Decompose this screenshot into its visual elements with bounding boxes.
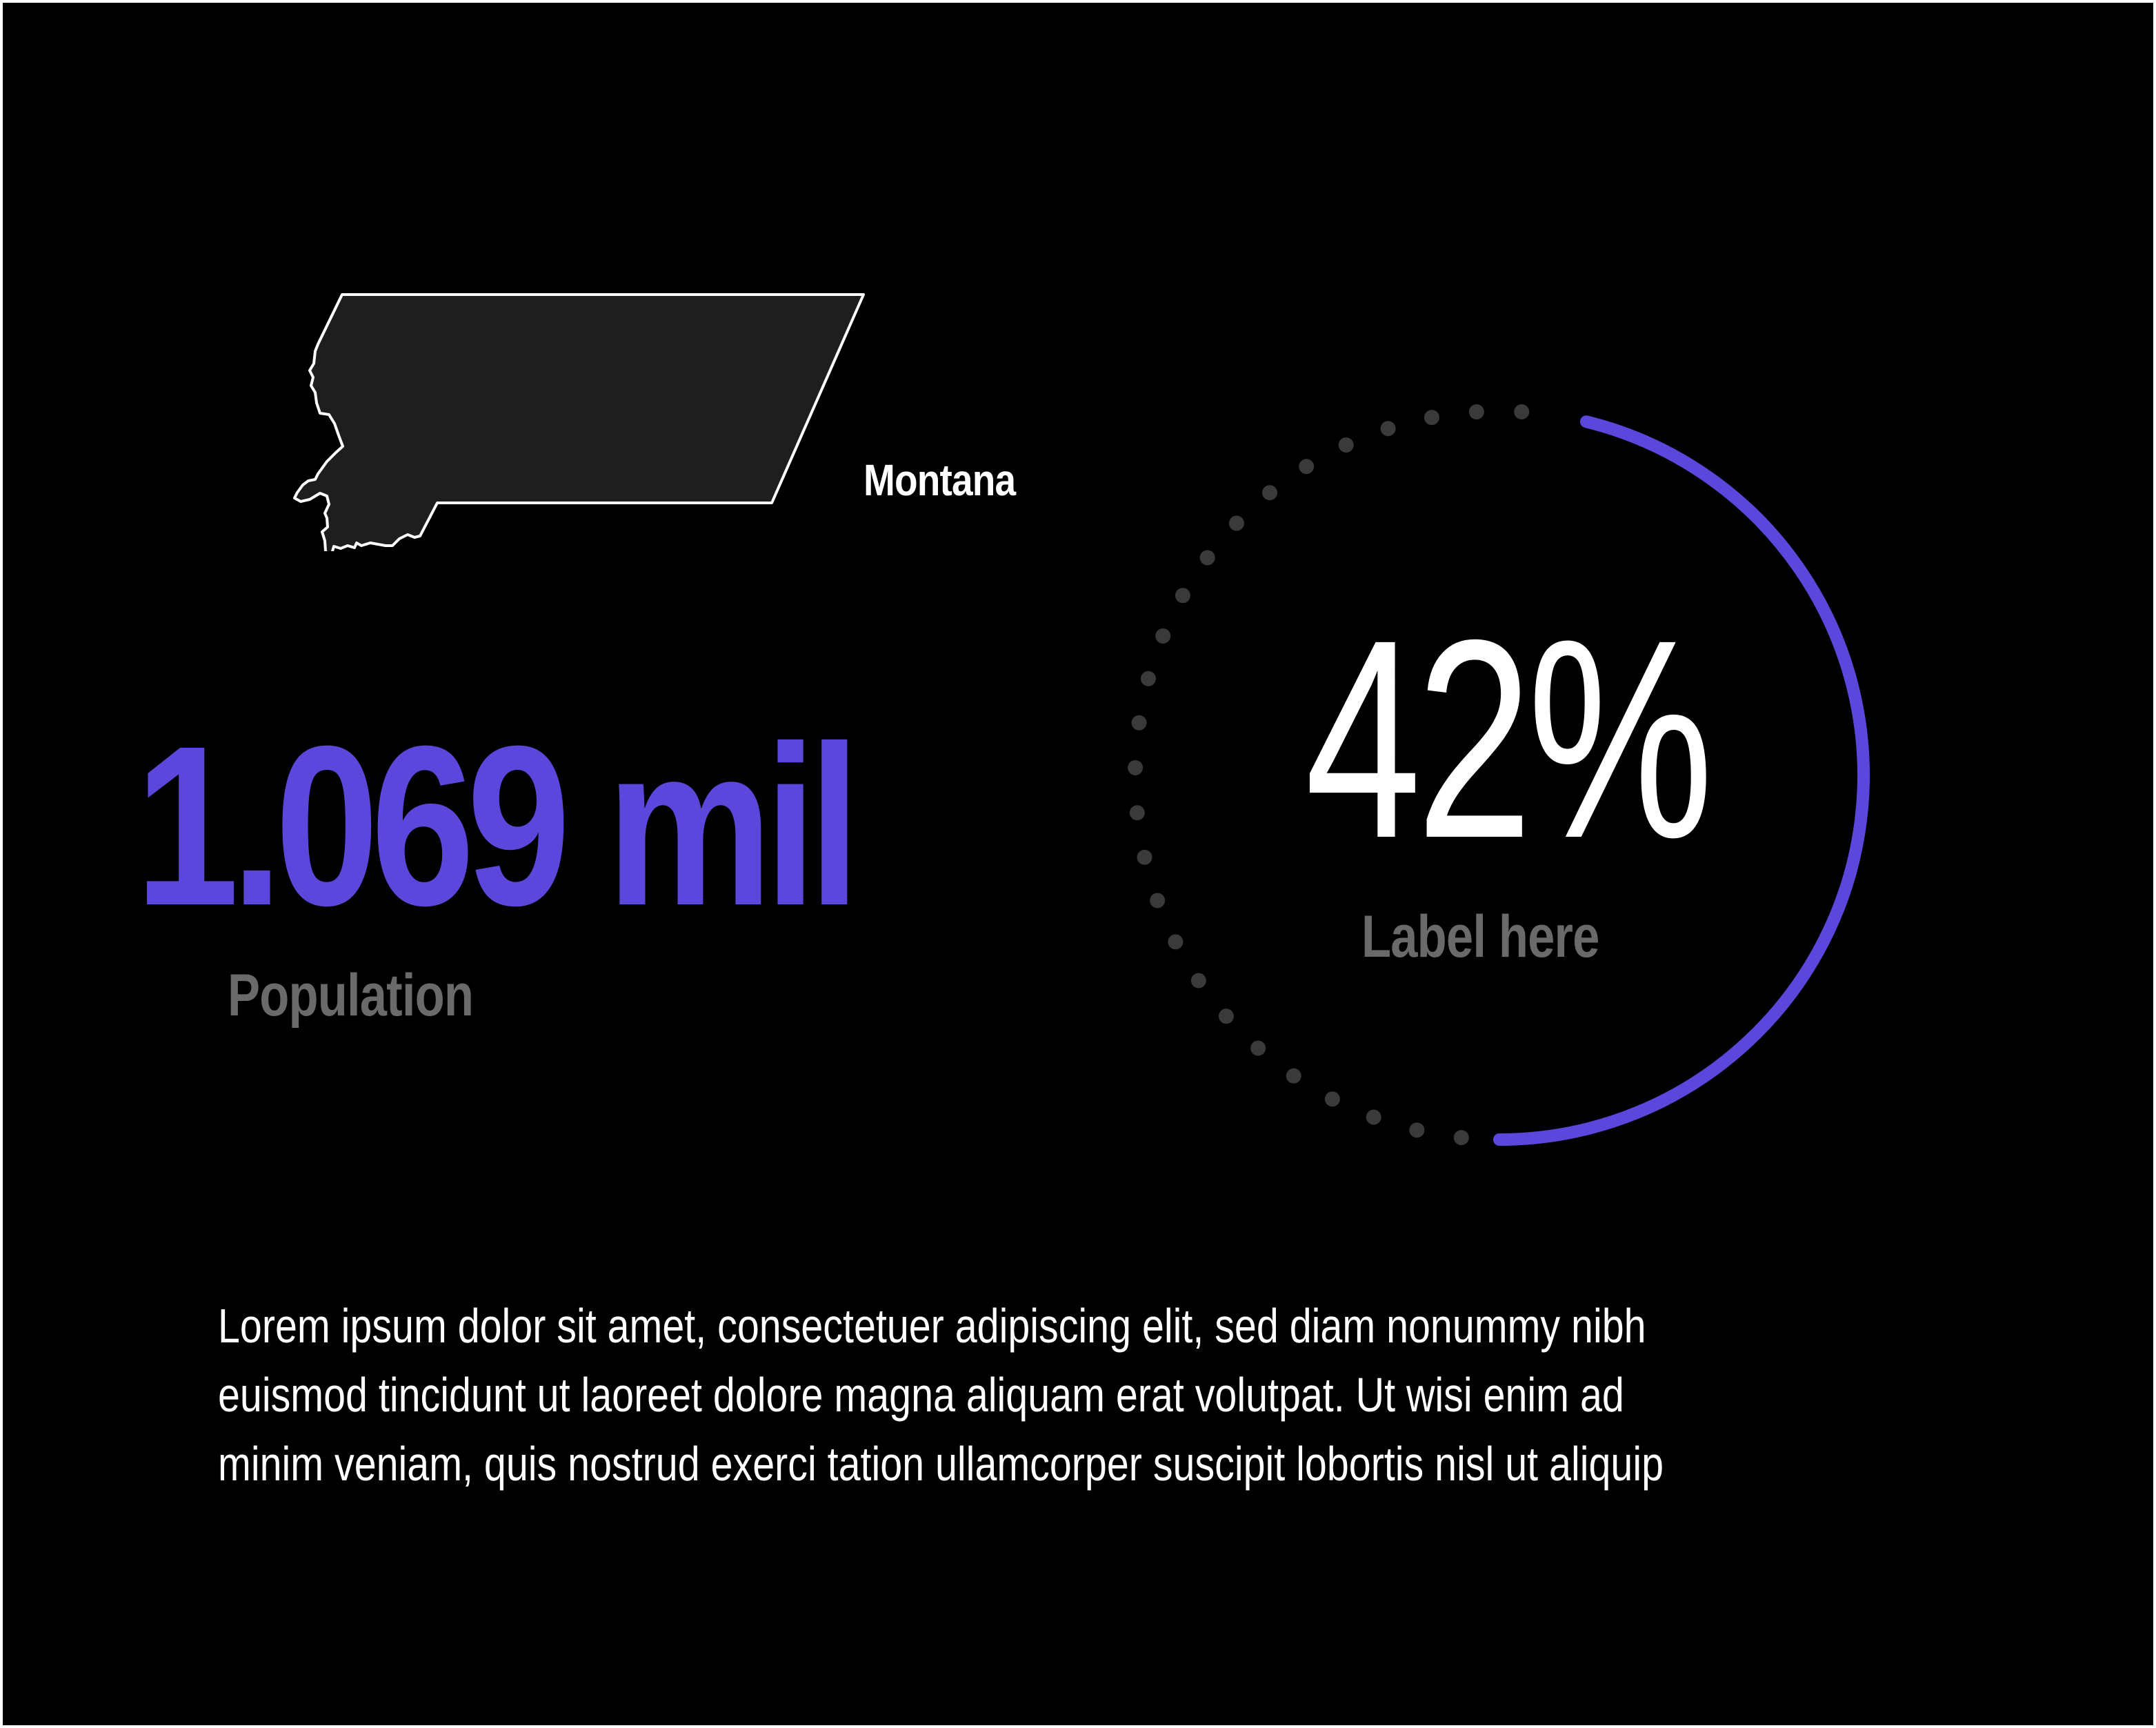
- gauge-label: Label here: [1361, 904, 1599, 970]
- gauge-percent-value: 42%: [1305, 581, 1713, 897]
- gauge-dot: [1286, 1068, 1301, 1084]
- gauge-dot: [1155, 628, 1171, 644]
- gauge-dot: [1409, 1122, 1425, 1138]
- gauge-dot: [1514, 404, 1530, 419]
- gauge-dot: [1338, 437, 1354, 453]
- body-paragraph: Lorem ipsum dolor sit amet, consectetuer…: [218, 1291, 1915, 1498]
- gauge-dot: [1190, 973, 1206, 989]
- gauge-dot: [1228, 515, 1244, 531]
- population-label: Population: [228, 962, 474, 1029]
- gauge-progress-arc: [1493, 415, 1870, 1146]
- population-value: 1.069 mil: [135, 698, 860, 953]
- gauge-dot: [1128, 759, 1144, 775]
- gauge-dot: [1453, 1130, 1469, 1146]
- gauge-dot: [1380, 421, 1396, 437]
- gauge-dot: [1131, 715, 1147, 731]
- body-line: Lorem ipsum dolor sit amet, consectetuer…: [218, 1299, 1646, 1353]
- gauge-dot: [1199, 550, 1215, 566]
- gauge-dot: [1262, 485, 1278, 501]
- infographic-panel: Montana 1.069 mil Population 42% Label h…: [3, 3, 2153, 1725]
- state-name: Montana: [864, 455, 1016, 505]
- gauge-dot: [1168, 934, 1184, 950]
- percentage-gauge: [1128, 404, 1870, 1146]
- body-line: euismod tincidunt ut laoreet dolore magn…: [218, 1368, 1624, 1422]
- gauge-dot: [1137, 849, 1152, 865]
- gauge-dot: [1299, 459, 1315, 475]
- gauge-dot: [1366, 1109, 1381, 1125]
- gauge-dot: [1140, 671, 1156, 686]
- gauge-dot: [1150, 893, 1166, 908]
- gauge-dot: [1424, 410, 1439, 426]
- gauge-dot: [1468, 404, 1484, 420]
- gauge-track-dots: [1128, 404, 1530, 1146]
- gauge-dot: [1129, 805, 1145, 821]
- montana-state-outline-icon: [293, 293, 865, 551]
- gauge-dot: [1250, 1040, 1266, 1056]
- gauge-dot: [1324, 1091, 1340, 1107]
- gauge-dot: [1218, 1009, 1234, 1024]
- gauge-dot: [1175, 588, 1190, 604]
- body-line: minim veniam, quis nostrud exerci tation…: [218, 1437, 1664, 1491]
